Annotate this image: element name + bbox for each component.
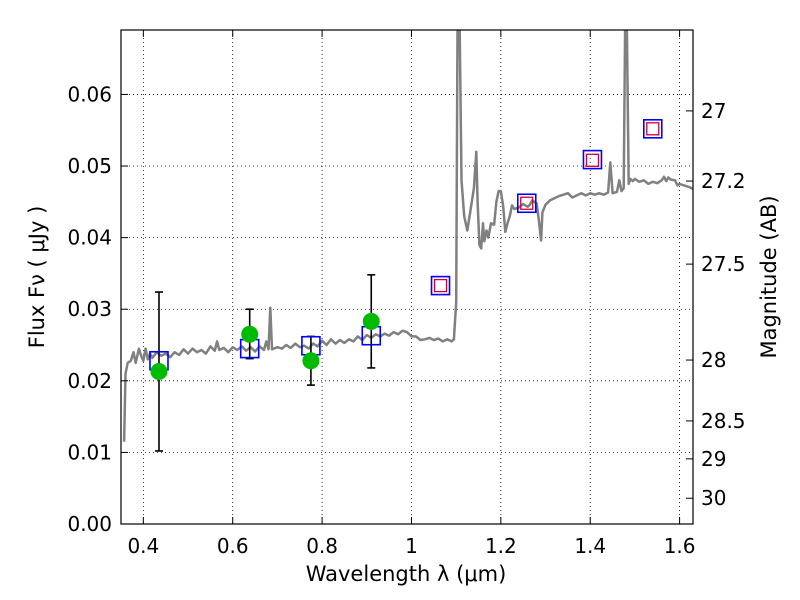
model-box <box>642 119 663 139</box>
right-tick-label: 29 <box>701 447 726 471</box>
observed-point <box>241 325 259 343</box>
model-box <box>582 149 603 170</box>
observed-points <box>150 312 380 381</box>
right-tick-label: 27 <box>701 99 726 123</box>
right-tick-label: 27.2 <box>701 169 746 193</box>
x-tick-label: 1.6 <box>664 534 696 558</box>
y-tick-label: 0.02 <box>67 369 112 393</box>
model-box <box>516 193 537 214</box>
axis-ticks <box>121 30 693 525</box>
x-tick-label: 0.6 <box>217 534 249 558</box>
x-tick-label: 1 <box>405 534 418 558</box>
right-tick-label: 28.5 <box>701 409 746 433</box>
x-axis-label: Wavelength λ (μm) <box>306 562 507 586</box>
x-tick-label: 0.4 <box>127 534 159 558</box>
x-tick-labels: 0.4 0.6 0.8 1 1.2 1.4 1.6 <box>127 534 695 558</box>
nir-box <box>585 153 600 167</box>
nir-box <box>646 122 660 136</box>
right-axis-label: Magnitude (AB) <box>757 195 781 358</box>
model-box <box>430 275 451 296</box>
y-tick-label: 0.06 <box>67 82 112 106</box>
plot-frame <box>120 29 694 525</box>
plot-area <box>122 30 693 452</box>
right-tick-label: 28 <box>701 348 726 372</box>
y-tick-label: 0.00 <box>67 512 112 536</box>
y-tick-labels: 0.00 0.01 0.02 0.03 0.04 0.05 0.06 <box>67 82 112 536</box>
y-tick-label: 0.01 <box>67 440 112 464</box>
x-tick-label: 1.2 <box>485 534 517 558</box>
nir-box <box>520 196 534 210</box>
right-tick-label: 27.5 <box>701 252 746 276</box>
x-tick-label: 1.4 <box>574 534 606 558</box>
y-tick-label: 0.03 <box>67 297 112 321</box>
y-axis-label: Flux Fν ( μJy ) <box>25 206 49 349</box>
right-tick-labels: 27 27.2 27.5 28 28.5 29 30 <box>701 99 746 510</box>
right-tick-label: 30 <box>701 486 726 510</box>
nir-box <box>433 278 448 293</box>
x-tick-label: 0.8 <box>306 534 338 558</box>
y-tick-label: 0.04 <box>67 226 112 250</box>
observed-point <box>362 312 380 330</box>
observed-point <box>302 352 320 370</box>
model-spectrum-line <box>122 30 693 442</box>
observed-point <box>150 363 168 381</box>
y-tick-label: 0.05 <box>67 154 112 178</box>
